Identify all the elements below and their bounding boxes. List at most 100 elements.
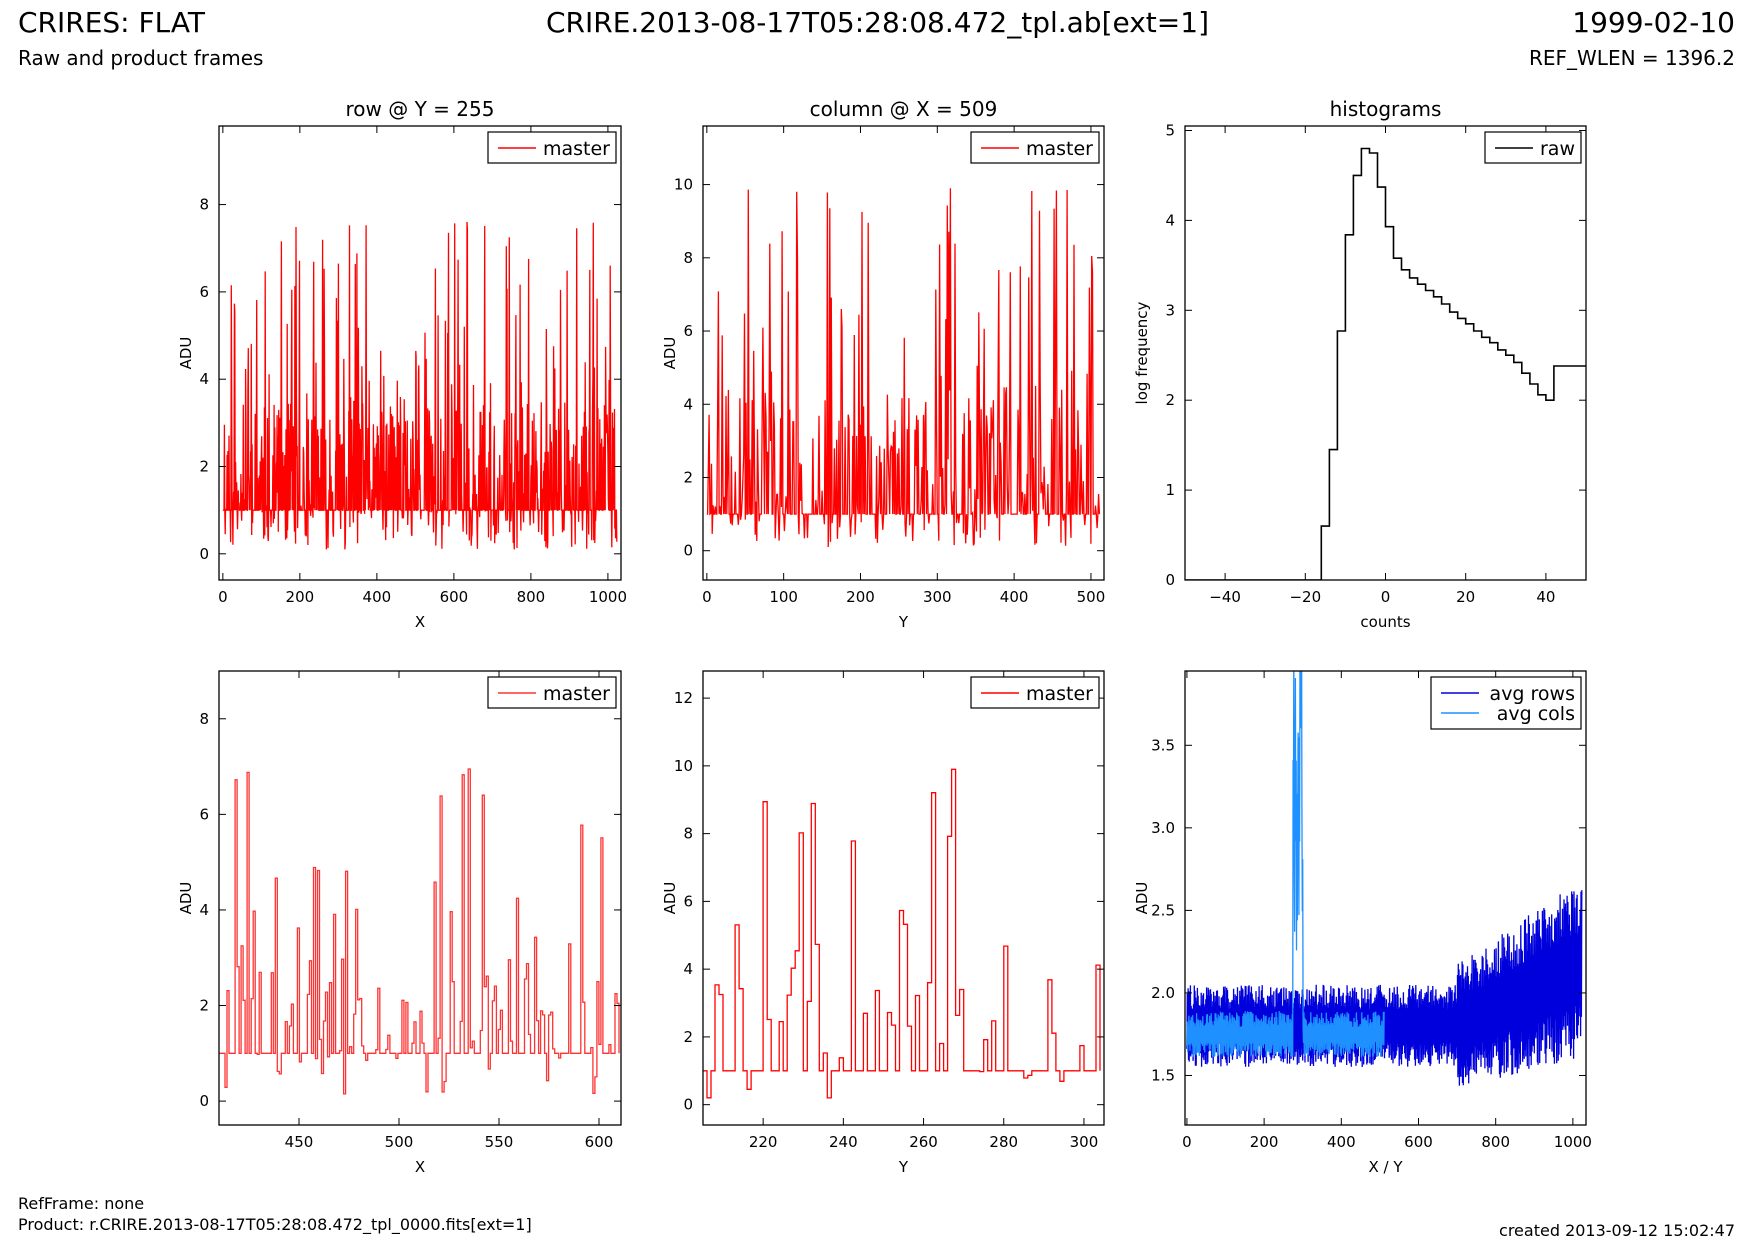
y-tick-label: 8 <box>199 710 209 728</box>
plot-frame <box>218 125 622 581</box>
y-tick-label: 8 <box>683 825 693 843</box>
x-axis-label: X / Y <box>1368 1158 1403 1176</box>
y-tick-label: 3.5 <box>1151 736 1175 754</box>
y-tick-label: 6 <box>199 283 209 301</box>
y-tick-label: 0 <box>1165 571 1175 589</box>
y-tick-label: 2 <box>199 997 209 1015</box>
plot-frame <box>218 670 622 1126</box>
y-axis-label: log frequency <box>1133 301 1151 404</box>
y-axis-label: ADU <box>661 337 679 370</box>
page-title: CRIRE.2013-08-17T05:28:08.472_tpl.ab[ext… <box>545 6 1209 39</box>
y-axis-label: ADU <box>177 882 195 915</box>
instrument-title: CRIRES: FLAT <box>18 6 205 39</box>
y-axis-label: ADU <box>1133 882 1151 915</box>
y-tick-label: 6 <box>199 805 209 823</box>
chart-panel-6: 0 200 400 600 800 1000 1.5 2.0 2.5 3.0 3.5 X / Y ADU… <box>1133 670 1592 1176</box>
x-tick-label: 0 <box>1381 588 1391 606</box>
product-label: Product: r.CRIRE.2013-08-17T05:28:08.472… <box>18 1215 532 1234</box>
chart-panel-2: 0 100 200 300 400 500 0 2 4 6 8 10 column @ X = 509 Y… <box>661 97 1105 631</box>
x-tick-label: 1000 <box>1554 1133 1592 1151</box>
created-label: created 2013-09-12 15:02:47 <box>1499 1221 1735 1240</box>
subtitle: Raw and product frames <box>18 46 264 70</box>
legend-label: master <box>543 138 610 160</box>
x-tick-label: −40 <box>1209 588 1241 606</box>
legend: master <box>487 676 617 709</box>
x-tick-label: 280 <box>989 1133 1018 1151</box>
y-tick-label: 8 <box>683 249 693 267</box>
x-tick-label: 500 <box>1077 588 1106 606</box>
x-tick-label: 600 <box>585 1133 614 1151</box>
x-tick-label: 300 <box>923 588 952 606</box>
x-tick-label: 800 <box>517 588 546 606</box>
x-tick-label: 600 <box>440 588 469 606</box>
y-tick-label: 1.5 <box>1151 1066 1175 1084</box>
y-tick-label: 4 <box>683 395 693 413</box>
x-tick-label: 260 <box>909 1133 938 1151</box>
y-tick-label: 6 <box>683 322 693 340</box>
y-tick-label: 4 <box>1165 211 1175 229</box>
plot-frame <box>702 125 1105 581</box>
x-tick-label: 100 <box>769 588 798 606</box>
series-line-master <box>222 221 618 550</box>
plot-frame <box>1184 670 1587 1126</box>
legend: master <box>970 131 1100 164</box>
y-tick-label: 2 <box>683 1028 693 1046</box>
chart-title: histograms <box>1330 97 1442 121</box>
x-tick-label: −20 <box>1289 588 1321 606</box>
chart-panel-3: −40 −20 0 20 40 0 1 2 3 4 5 histograms counts log fre… <box>1133 97 1587 631</box>
legend-label: avg cols <box>1497 703 1575 725</box>
legend-label: avg rows <box>1490 683 1575 705</box>
series-line-master <box>219 768 620 1095</box>
y-tick-label: 4 <box>683 960 693 978</box>
legend-label: raw <box>1540 138 1575 160</box>
legend-label: master <box>1026 683 1093 705</box>
y-tick-label: 6 <box>683 892 693 910</box>
y-tick-label: 2 <box>199 458 209 476</box>
series-line-avg-cols <box>1186 671 1385 1058</box>
chart-panel-4: 450 500 550 600 0 2 4 6 8 X ADU master <box>177 670 622 1176</box>
x-tick-label: 600 <box>1404 1133 1433 1151</box>
x-axis-label: counts <box>1360 613 1410 631</box>
x-tick-label: 1000 <box>589 588 627 606</box>
y-tick-label: 8 <box>199 196 209 214</box>
legend: master <box>487 131 617 164</box>
y-axis-label: ADU <box>177 337 195 370</box>
y-tick-label: 2 <box>1165 391 1175 409</box>
x-tick-label: 400 <box>363 588 392 606</box>
x-tick-label: 200 <box>1250 1133 1279 1151</box>
x-tick-label: 200 <box>846 588 875 606</box>
x-tick-label: 450 <box>285 1133 314 1151</box>
y-tick-label: 0 <box>199 545 209 563</box>
y-tick-label: 0 <box>199 1092 209 1110</box>
x-tick-label: 40 <box>1536 588 1555 606</box>
x-axis-label: Y <box>898 613 909 631</box>
chart-panel-1: 0 200 400 600 800 1000 0 2 4 6 8 row @ Y = 255 X ADU m… <box>177 97 627 631</box>
chart-title: column @ X = 509 <box>810 97 998 121</box>
y-tick-label: 3.0 <box>1151 819 1175 837</box>
y-tick-label: 4 <box>199 901 209 919</box>
chart-panel-5: 220 240 260 280 300 0 2 4 6 8 10 12 Y ADU master <box>661 670 1105 1176</box>
x-tick-label: 240 <box>829 1133 858 1151</box>
y-tick-label: 10 <box>674 757 693 775</box>
y-axis-label: ADU <box>661 882 679 915</box>
y-tick-label: 3 <box>1165 301 1175 319</box>
x-axis-label: Y <box>898 1158 909 1176</box>
legend-label: master <box>543 683 610 705</box>
series-line-avg-rows <box>1186 890 1583 1086</box>
series-line-master <box>706 188 1101 548</box>
date-label: 1999-02-10 <box>1572 6 1735 39</box>
x-tick-label: 0 <box>702 588 712 606</box>
y-tick-label: 1 <box>1165 481 1175 499</box>
x-axis-label: X <box>415 1158 425 1176</box>
x-tick-label: 220 <box>749 1133 778 1151</box>
ref-wlen-label: REF_WLEN = 1396.2 <box>1528 46 1735 70</box>
x-tick-label: 0 <box>218 588 228 606</box>
x-axis-label: X <box>415 613 425 631</box>
series-line-raw <box>1185 147 1586 580</box>
y-tick-label: 5 <box>1165 121 1175 139</box>
x-tick-label: 550 <box>485 1133 514 1151</box>
legend: raw <box>1484 131 1582 164</box>
chart-title: row @ Y = 255 <box>346 97 495 121</box>
y-tick-label: 2.5 <box>1151 901 1175 919</box>
